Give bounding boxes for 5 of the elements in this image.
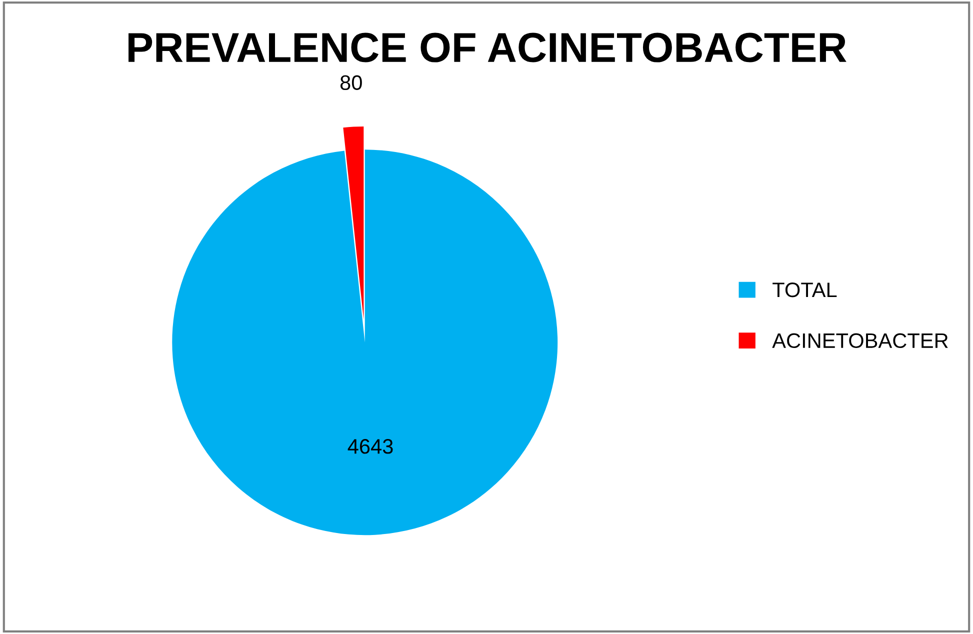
legend-label: TOTAL <box>772 282 837 298</box>
data-label: 4643 <box>348 439 393 454</box>
legend-label: ACINETOBACTER <box>772 333 948 348</box>
chart-title: PREVALENCE OF ACINETOBACTER <box>128 32 846 62</box>
data-label: 80 <box>340 75 362 90</box>
